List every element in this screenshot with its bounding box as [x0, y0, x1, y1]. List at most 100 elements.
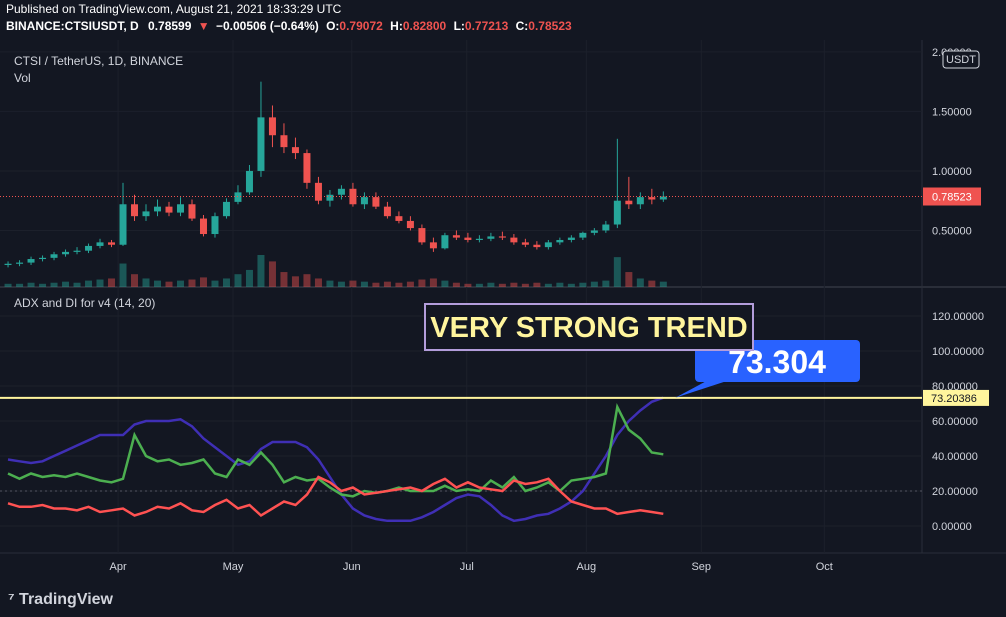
candle-body — [648, 197, 656, 200]
y-tick-label: 40.00000 — [932, 451, 978, 463]
y-tick-label: 0.00000 — [932, 521, 972, 533]
candle-body — [142, 211, 150, 217]
candle-body — [234, 192, 242, 202]
candle-body — [452, 235, 460, 238]
candle-body — [475, 238, 483, 240]
volume-bar — [199, 277, 207, 287]
candle-body — [383, 206, 391, 217]
arrow: ▼ — [198, 19, 210, 33]
y-tick-label: 100.00000 — [932, 346, 984, 358]
candle-body — [602, 224, 610, 231]
candle-body — [96, 242, 104, 246]
volume-bar — [452, 282, 460, 287]
candle-body — [636, 197, 644, 205]
x-tick-label: Oct — [816, 561, 833, 573]
candle-body — [567, 237, 575, 240]
l-label: L: — [454, 19, 465, 33]
x-tick-label: Jun — [343, 561, 361, 573]
volume-bar — [648, 280, 656, 287]
symbol: BINANCE:CTSIUSDT, D — [6, 19, 139, 33]
candle-body — [176, 204, 184, 213]
volume-bar — [533, 282, 541, 287]
volume-bar — [636, 278, 644, 287]
candle-body — [544, 242, 552, 248]
volume-bar — [383, 281, 391, 287]
volume-bar — [556, 282, 564, 287]
last-price-label: 0.78523 — [932, 192, 972, 204]
candle-body — [441, 235, 449, 249]
volume-bar — [590, 281, 598, 287]
candle-body — [418, 228, 426, 243]
l: 0.77213 — [465, 19, 509, 33]
candle-body — [533, 244, 541, 248]
y-tick-label: 20.00000 — [932, 486, 978, 498]
volume-bar — [602, 280, 610, 287]
volume-bar — [291, 276, 299, 287]
candle-body — [16, 262, 24, 264]
indicator-line — [7, 475, 664, 518]
candle-body — [268, 117, 276, 136]
candle-body — [119, 204, 127, 245]
candle-body — [498, 236, 506, 238]
candle-body — [521, 242, 529, 245]
candle-body — [39, 257, 47, 260]
candle-body — [131, 204, 139, 217]
y-tick-label: 120.00000 — [932, 311, 984, 323]
volume-bar — [50, 282, 58, 287]
volume-bar — [418, 279, 426, 287]
candle-body — [27, 259, 35, 263]
candle-body — [613, 200, 621, 225]
candle-body — [337, 188, 345, 195]
candle-body — [245, 170, 253, 193]
candle-body — [487, 236, 495, 239]
candle-body — [326, 194, 334, 201]
volume-bar — [521, 283, 529, 287]
currency: USDT — [946, 54, 976, 66]
volume-bar — [280, 272, 288, 287]
volume-bar — [475, 283, 483, 287]
h-label: H: — [390, 19, 403, 33]
candle-body — [199, 218, 207, 235]
volume-bar — [349, 280, 357, 287]
volume-bar — [119, 263, 127, 287]
candle-body — [85, 245, 93, 251]
candle-body — [360, 197, 368, 205]
c: 0.78523 — [528, 19, 572, 33]
candle-body — [579, 232, 587, 238]
volume-bar — [567, 283, 575, 287]
candle-body — [257, 117, 265, 171]
candle-body — [211, 216, 219, 235]
hline-box — [923, 389, 989, 406]
x-tick-label: Apr — [110, 561, 127, 573]
volume-bar — [303, 274, 311, 287]
volume-bar — [27, 282, 35, 287]
last: 0.78599 — [148, 19, 192, 33]
volume-bar — [406, 281, 414, 287]
o: 0.79072 — [339, 19, 383, 33]
volume-bar — [314, 278, 322, 287]
volume-bar — [429, 278, 437, 287]
annotation-box — [424, 303, 754, 351]
candle-body — [291, 147, 299, 154]
volume-bar — [234, 274, 242, 287]
volume-bar — [625, 272, 633, 287]
candle-body — [464, 237, 472, 240]
logo-text: TradingView — [19, 591, 114, 608]
volume-bar — [326, 280, 334, 287]
candle-body — [510, 237, 518, 243]
y-tick-label: 0.50000 — [932, 225, 972, 237]
candle-body — [108, 242, 116, 245]
volume-bar — [268, 261, 276, 287]
volume-bar — [487, 282, 495, 287]
last-price-box — [923, 187, 981, 206]
candle-body — [4, 263, 12, 265]
y-tick-label: 1.00000 — [932, 166, 972, 178]
volume-bar — [395, 282, 403, 287]
candle-body — [153, 206, 161, 212]
volume-bar — [510, 282, 518, 287]
volume-bar — [153, 280, 161, 287]
ohlc-line: BINANCE:CTSIUSDT, D 0.78599 ▼ −0.00506 (… — [6, 19, 572, 33]
candle-body — [395, 216, 403, 221]
volume-bar — [372, 282, 380, 287]
